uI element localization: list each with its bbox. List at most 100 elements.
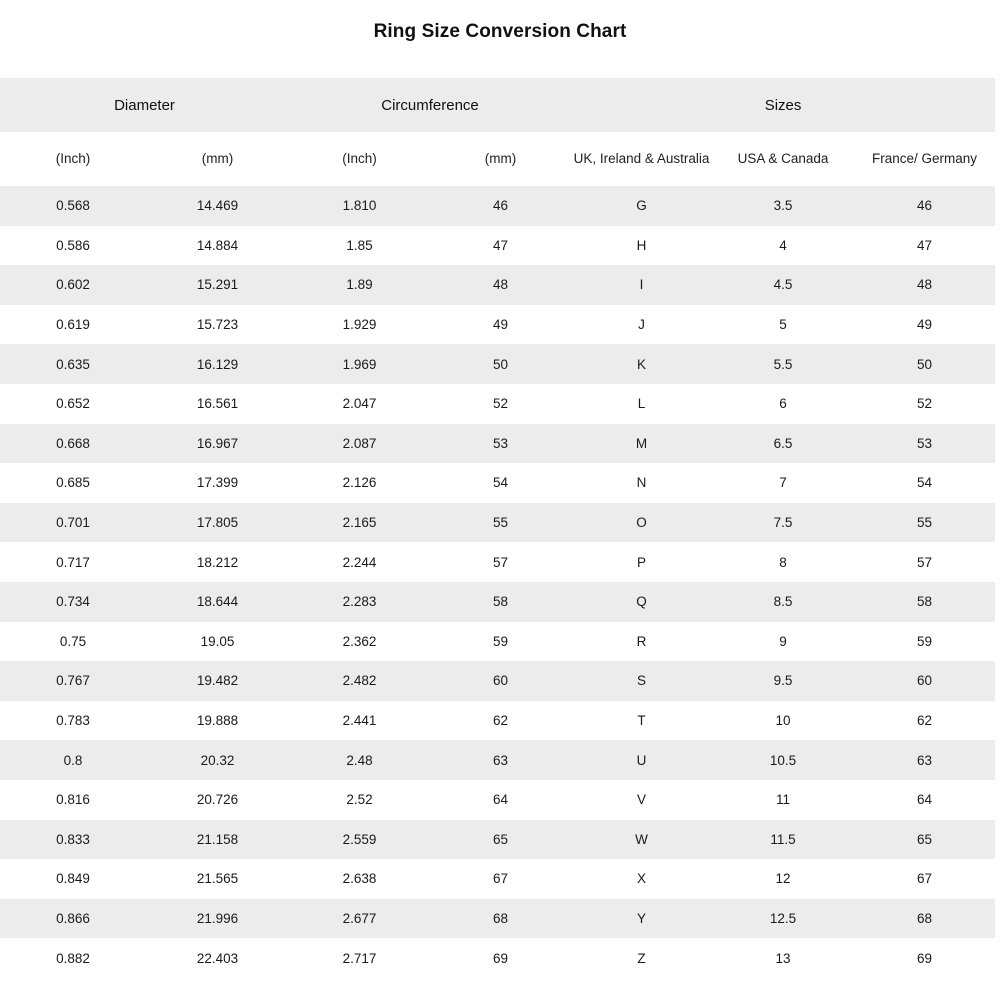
cell-r11-c5: 9 — [779, 633, 787, 649]
cell-r18-c4: Y — [637, 910, 647, 926]
cell-r18-c6: 68 — [917, 910, 933, 926]
cell-r8-c4: O — [636, 515, 647, 531]
cell-r17-c3: 67 — [493, 871, 509, 887]
cell-r16-c6: 65 — [917, 831, 933, 847]
cell-r9-c1: 18.212 — [196, 554, 239, 570]
cell-r3-c4: J — [638, 317, 645, 333]
cell-r0-c0: 0.568 — [56, 198, 90, 214]
cell-r14-c1: 20.32 — [200, 752, 235, 768]
cell-r9-c6: 57 — [917, 554, 933, 570]
cell-r0-c1: 14.469 — [196, 198, 239, 214]
column-header-3: (mm) — [484, 151, 517, 166]
cell-r13-c4: T — [637, 713, 646, 729]
cell-r14-c6: 63 — [917, 752, 933, 768]
cell-r18-c1: 21.996 — [196, 910, 239, 926]
cell-r1-c6: 47 — [917, 237, 933, 253]
cell-r4-c4: K — [637, 356, 647, 372]
cell-r10-c3: 58 — [493, 594, 509, 610]
cell-r6-c5: 6.5 — [773, 435, 793, 451]
cell-r6-c6: 53 — [917, 435, 933, 451]
cell-r15-c4: V — [637, 792, 647, 808]
cell-r4-c1: 16.129 — [196, 356, 239, 372]
cell-r16-c2: 2.559 — [342, 831, 377, 847]
cell-r17-c2: 2.638 — [342, 871, 377, 887]
cell-r5-c4: L — [637, 396, 646, 412]
table-row: 0.882 22.403 2.717 69 Z 13 69 — [0, 938, 996, 978]
cell-r11-c3: 59 — [493, 633, 509, 649]
cell-r10-c4: Q — [636, 594, 647, 610]
cell-r11-c1: 19.05 — [200, 633, 235, 649]
cell-r10-c0: 0.734 — [56, 594, 90, 610]
cell-r1-c4: H — [636, 237, 647, 253]
cell-r12-c4: S — [637, 673, 647, 689]
cell-r14-c5: 10.5 — [769, 752, 797, 768]
cell-r7-c6: 54 — [917, 475, 933, 491]
cell-r18-c5: 12.5 — [769, 910, 797, 926]
cell-r5-c1: 16.561 — [196, 396, 239, 412]
cell-r11-c0: 0.75 — [59, 633, 87, 649]
cell-r17-c6: 67 — [917, 871, 933, 887]
cell-r18-c3: 68 — [493, 910, 509, 926]
cell-r19-c1: 22.403 — [196, 950, 239, 966]
cell-r7-c3: 54 — [493, 475, 509, 491]
cell-r4-c3: 50 — [493, 356, 509, 372]
table-row: 0.586 14.884 1.85 47 H 4 47 — [0, 225, 996, 266]
cell-r10-c2: 2.283 — [342, 594, 377, 610]
cell-r9-c0: 0.717 — [56, 554, 90, 570]
cell-r12-c2: 2.482 — [342, 673, 377, 689]
cell-r15-c0: 0.816 — [56, 792, 90, 808]
cell-r4-c6: 50 — [917, 356, 933, 372]
column-header-0: (Inch) — [55, 151, 91, 166]
cell-r9-c3: 57 — [493, 554, 509, 570]
cell-r13-c5: 10 — [775, 713, 791, 729]
cell-r19-c2: 2.717 — [342, 950, 377, 966]
cell-r9-c4: P — [637, 554, 647, 570]
cell-r19-c5: 13 — [775, 950, 791, 966]
cell-r1-c2: 1.85 — [346, 237, 373, 253]
cell-r13-c2: 2.441 — [342, 713, 377, 729]
cell-r13-c3: 62 — [493, 713, 509, 729]
cell-r2-c2: 1.89 — [346, 277, 373, 293]
cell-r5-c5: 6 — [779, 396, 787, 412]
cell-r4-c0: 0.635 — [56, 356, 90, 372]
cell-r10-c5: 8.5 — [773, 594, 793, 610]
table-row: 0.668 16.967 2.087 53 M 6.5 53 — [0, 423, 996, 464]
cell-r3-c3: 49 — [493, 317, 509, 333]
cell-r5-c2: 2.047 — [342, 396, 377, 412]
cell-r0-c6: 46 — [917, 198, 933, 214]
cell-r8-c3: 55 — [493, 515, 509, 531]
cell-r8-c2: 2.165 — [342, 515, 377, 531]
cell-r0-c4: G — [636, 198, 647, 214]
table-row: 0.685 17.399 2.126 54 N 7 54 — [0, 463, 996, 503]
cell-r7-c4: N — [636, 475, 647, 491]
cell-r17-c0: 0.849 — [56, 871, 90, 887]
cell-r3-c5: 5 — [779, 317, 787, 333]
table-row: 0.701 17.805 2.165 55 O 7.5 55 — [0, 502, 996, 543]
column-header-4: UK, Ireland & Australia — [573, 151, 710, 166]
cell-r1-c1: 14.884 — [196, 237, 239, 253]
cell-r4-c5: 5.5 — [773, 356, 793, 372]
column-header-2: (Inch) — [342, 151, 377, 166]
table-row: 0.717 18.212 2.244 57 P 8 57 — [0, 542, 996, 582]
table-row: 0.635 16.129 1.969 50 K 5.5 50 — [0, 344, 996, 384]
cell-r11-c4: R — [636, 633, 647, 649]
cell-r14-c4: U — [636, 752, 647, 768]
table-row: 0.833 21.158 2.559 65 W 11.5 65 — [0, 819, 996, 860]
cell-r1-c3: 47 — [493, 237, 509, 253]
cell-r6-c4: M — [635, 435, 648, 451]
cell-r4-c2: 1.969 — [342, 356, 377, 372]
cell-r3-c6: 49 — [917, 317, 933, 333]
cell-r8-c1: 17.805 — [196, 515, 239, 531]
group-header-sizes: Sizes — [764, 96, 802, 114]
cell-r12-c5: 9.5 — [773, 673, 793, 689]
column-header-5: USA & Canada — [737, 151, 829, 166]
cell-r0-c3: 46 — [493, 198, 509, 214]
cell-r12-c3: 60 — [493, 673, 509, 689]
cell-r19-c3: 69 — [493, 950, 509, 966]
cell-r15-c5: 11 — [776, 792, 791, 808]
cell-r10-c1: 18.644 — [196, 594, 239, 610]
cell-r6-c1: 16.967 — [196, 435, 239, 451]
cell-r2-c1: 15.291 — [196, 277, 239, 293]
cell-r12-c6: 60 — [917, 673, 933, 689]
table-row: 0.8 20.32 2.48 63 U 10.5 63 — [0, 740, 996, 780]
